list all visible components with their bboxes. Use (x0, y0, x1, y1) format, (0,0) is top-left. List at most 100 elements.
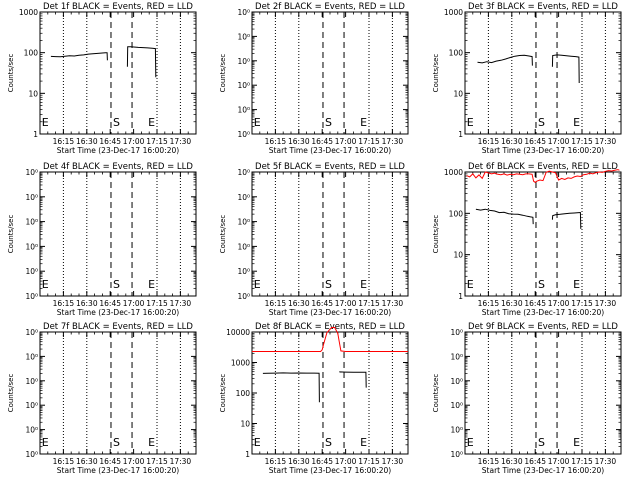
x-tick-label: 16:15 (265, 137, 287, 146)
y-tick-label: 10⁰ (450, 401, 463, 410)
x-tick-label: 17:30 (595, 137, 617, 146)
x-axis-label: Start Time (23-Dec-17 16:00:20) (269, 146, 391, 155)
x-axis-label: Start Time (23-Dec-17 16:00:20) (482, 308, 604, 317)
panel-title: Det 5f BLACK = Events, RED = LLD (255, 162, 405, 172)
y-tick-label: 10⁰ (450, 426, 463, 435)
y-axis-label: Counts/sec (7, 374, 15, 413)
y-tick-label: 10⁰ (237, 218, 250, 227)
marker-letter-edge: E (254, 278, 261, 291)
series-line-events (551, 54, 580, 84)
y-tick-label: 10⁰ (237, 242, 250, 251)
x-tick-label: 17:15 (571, 299, 593, 308)
y-tick-label: 10 (453, 251, 463, 260)
panel-title: Det 6f BLACK = Events, RED = LLD (468, 162, 618, 172)
x-tick-label: 17:15 (358, 137, 380, 146)
y-tick-label: 1000 (231, 359, 250, 368)
panel-title: Det 9f BLACK = Events, RED = LLD (468, 322, 618, 332)
y-axis-label: Counts/sec (7, 54, 15, 93)
y-tick-label: 10⁰ (237, 57, 250, 66)
x-axis-label: Start Time (23-Dec-17 16:00:20) (482, 466, 604, 475)
marker-letter-start: S (325, 278, 332, 291)
series-line-events (262, 372, 320, 403)
y-tick-label: 1000 (19, 8, 38, 17)
y-tick-label: 100 (449, 209, 464, 218)
x-tick-label: 16:45 (524, 299, 546, 308)
marker-letter-start: S (538, 436, 545, 449)
marker-letter-edge: E (42, 278, 49, 291)
marker-letter-edge: E (42, 116, 49, 129)
y-tick-label: 1 (245, 450, 250, 459)
y-tick-label: 10⁰ (25, 328, 38, 337)
series-line-events (475, 208, 534, 225)
marker-letter-end: E (148, 436, 155, 449)
y-tick-label: 10⁰ (237, 32, 250, 41)
x-tick-label: 17:15 (146, 457, 168, 466)
x-tick-label: 17:30 (382, 457, 404, 466)
marker-letter-end: E (573, 116, 580, 129)
x-tick-label: 17:30 (595, 457, 617, 466)
y-tick-label: 10⁰ (237, 8, 250, 17)
x-tick-label: 17:15 (358, 299, 380, 308)
y-axis-label: Counts/sec (7, 215, 15, 254)
marker-letter-start: S (113, 116, 120, 129)
panel-title: Det 1f BLACK = Events, RED = LLD (43, 2, 193, 12)
panel-title: Det 3f BLACK = Events, RED = LLD (468, 2, 618, 12)
x-axis-label: Start Time (23-Dec-17 16:00:20) (269, 466, 391, 475)
y-tick-label: 10⁰ (237, 106, 250, 115)
detector-panel-1: Det 1f BLACK = Events, RED = LLD 16:15 16:… (7, 2, 197, 155)
y-tick-label: 10⁰ (237, 81, 250, 90)
x-tick-label: 17:00 (548, 137, 570, 146)
marker-letter-start: S (113, 278, 120, 291)
panel-title: Det 4f BLACK = Events, RED = LLD (43, 162, 193, 172)
y-axis-label: Counts/sec (219, 374, 227, 413)
y-tick-label: 10000 (226, 328, 250, 337)
x-tick-label: 16:15 (53, 457, 75, 466)
y-tick-label: 10⁰ (25, 168, 38, 177)
y-tick-label: 10⁰ (25, 426, 38, 435)
x-tick-label: 16:15 (53, 137, 75, 146)
x-tick-label: 17:30 (170, 457, 192, 466)
x-tick-label: 16:15 (53, 299, 75, 308)
x-tick-label: 17:30 (382, 137, 404, 146)
x-tick-label: 16:30 (76, 457, 98, 466)
marker-letter-edge: E (467, 436, 474, 449)
y-tick-label: 10 (453, 89, 463, 98)
y-tick-label: 10⁰ (25, 450, 38, 459)
marker-letter-end: E (573, 278, 580, 291)
x-tick-label: 16:45 (99, 299, 121, 308)
marker-letter-end: E (148, 278, 155, 291)
x-tick-label: 16:15 (478, 457, 500, 466)
panel-title: Det 8f BLACK = Events, RED = LLD (255, 322, 405, 332)
y-tick-label: 10⁰ (25, 218, 38, 227)
x-tick-label: 16:45 (99, 457, 121, 466)
x-tick-label: 16:45 (99, 137, 121, 146)
x-axis-label: Start Time (23-Dec-17 16:00:20) (269, 308, 391, 317)
y-axis-label: Counts/sec (432, 215, 440, 254)
marker-letter-edge: E (254, 116, 261, 129)
x-tick-label: 16:30 (288, 299, 310, 308)
x-tick-label: 17:00 (123, 137, 145, 146)
marker-letter-end: E (148, 116, 155, 129)
x-tick-label: 16:45 (311, 299, 333, 308)
x-tick-label: 16:30 (501, 137, 523, 146)
series-line-events (50, 52, 108, 61)
detector-panel-4: Det 4f BLACK = Events, RED = LLD 16:15 16:… (7, 162, 197, 317)
y-tick-label: 10⁰ (25, 292, 38, 301)
marker-letter-end: E (360, 116, 367, 129)
y-tick-label: 10⁰ (237, 267, 250, 276)
y-tick-label: 10⁰ (450, 352, 463, 361)
marker-letter-start: S (538, 116, 545, 129)
y-tick-label: 10⁰ (25, 267, 38, 276)
y-tick-label: 100 (236, 389, 251, 398)
y-tick-label: 10⁰ (237, 292, 250, 301)
x-tick-label: 16:15 (478, 299, 500, 308)
x-tick-label: 17:15 (146, 299, 168, 308)
x-tick-label: 17:00 (335, 137, 357, 146)
x-tick-label: 16:45 (524, 137, 546, 146)
x-tick-label: 16:15 (265, 299, 287, 308)
